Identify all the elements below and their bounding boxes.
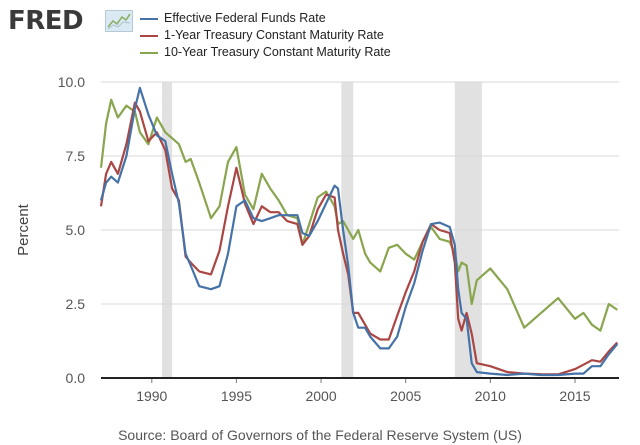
legend-item-1: 1-Year Treasury Constant Maturity Rate <box>140 27 391 44</box>
series-line-0 <box>99 86 619 377</box>
legend-label-0: Effective Federal Funds Rate <box>164 11 326 25</box>
legend-label-2: 10-Year Treasury Constant Maturity Rate <box>164 45 391 59</box>
legend-item-0: Effective Federal Funds Rate <box>140 10 391 27</box>
x-tick-label-3: 2005 <box>390 388 421 404</box>
y-tick-label-1: 2.5 <box>66 296 86 312</box>
x-tick-label-2: 2000 <box>305 388 336 404</box>
y-tick-label-3: 7.5 <box>66 148 86 164</box>
x-tick-label-0: 1990 <box>136 388 167 404</box>
legend-swatch-1 <box>140 35 158 37</box>
x-tick-label-1: 1995 <box>221 388 252 404</box>
legend-item-2: 10-Year Treasury Constant Maturity Rate <box>140 44 391 61</box>
x-tick-label-4: 2010 <box>475 388 506 404</box>
y-axis-label: Percent <box>15 203 32 256</box>
y-tick-label-2: 5.0 <box>66 222 86 238</box>
x-tick-label-5: 2015 <box>559 388 590 404</box>
fred-logo[interactable]: FRED <box>8 6 84 36</box>
y-tick-label-4: 10.0 <box>58 74 85 90</box>
line-chart-icon <box>105 10 133 32</box>
chart-header: FRED Effective Federal Funds Rate 1-Year … <box>0 0 640 70</box>
series-line-1 <box>99 101 619 376</box>
legend-label-1: 1-Year Treasury Constant Maturity Rate <box>164 28 384 42</box>
legend-swatch-2 <box>140 52 158 54</box>
source-note: Source: Board of Governors of the Federa… <box>118 427 522 443</box>
y-tick-label-0: 0.0 <box>66 370 86 386</box>
chart-legend: Effective Federal Funds Rate 1-Year Treas… <box>140 10 391 61</box>
series-line-2 <box>99 98 618 332</box>
legend-swatch-0 <box>140 18 158 20</box>
